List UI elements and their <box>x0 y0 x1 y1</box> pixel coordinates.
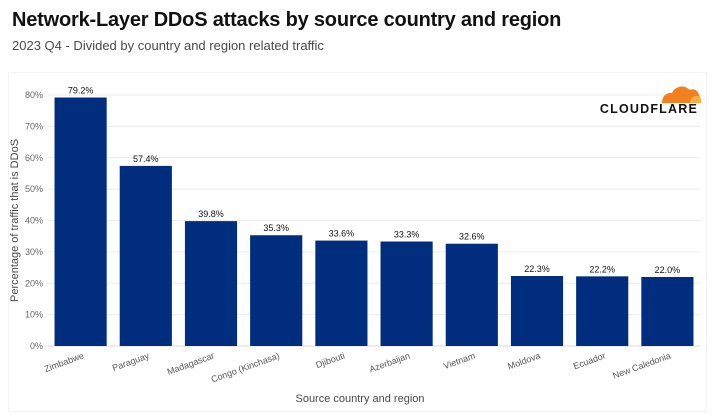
x-tick-label: Azerbaijan <box>368 350 411 374</box>
y-tick-label: 0% <box>30 341 43 351</box>
bar <box>510 276 564 346</box>
data-label: 33.6% <box>329 229 355 239</box>
x-tick-label: Paraguay <box>111 350 151 373</box>
y-tick-label: 40% <box>25 216 43 226</box>
y-tick-label: 10% <box>25 310 43 320</box>
bars <box>54 97 694 346</box>
bar <box>54 97 107 346</box>
y-axis-title: Percentage of traffic that is DDoS <box>9 139 21 302</box>
data-label: 33.3% <box>394 230 420 240</box>
bar <box>119 165 172 346</box>
bar <box>315 240 368 346</box>
bar <box>445 243 498 346</box>
x-tick-label: Moldova <box>506 350 541 371</box>
bar <box>184 221 238 346</box>
x-tick-label: New Caledonia <box>611 350 672 380</box>
y-tick-label: 30% <box>25 247 43 257</box>
data-label: 35.3% <box>263 223 289 233</box>
y-tick-label: 70% <box>25 121 43 131</box>
chart-subtitle: 2023 Q4 - Divided by country and region … <box>12 38 324 53</box>
y-tick-label: 60% <box>25 153 43 163</box>
data-labels: 79.2% 57.4% 39.8% 35.3% 33.6% 33.3% 32.6% 22.3%… <box>68 86 680 275</box>
data-label: 22.3% <box>524 264 550 274</box>
chart-title: Network-Layer DDoS attacks by source cou… <box>12 9 562 31</box>
data-label: 32.6% <box>459 232 485 242</box>
cloud-icon <box>662 86 702 103</box>
y-axis-ticks: 0% 10% 20% 30% 40% 50% 60% 70% 80% <box>25 90 43 351</box>
x-tick-label: Vietnam <box>442 350 476 371</box>
bar <box>576 276 629 346</box>
bar <box>641 276 694 346</box>
x-tick-label: Congo (Kinchasa) <box>210 350 281 384</box>
data-label: 22.2% <box>589 264 615 274</box>
x-tick-label: Ecuador <box>572 350 607 371</box>
bar <box>250 235 303 346</box>
data-label: 22.0% <box>655 265 681 275</box>
brand-wordmark: CLOUDFLARE <box>600 102 698 116</box>
data-label: 79.2% <box>68 86 94 96</box>
data-label: 39.8% <box>198 209 224 219</box>
y-tick-label: 80% <box>25 90 43 100</box>
x-tick-label: Djibouti <box>314 350 346 370</box>
bar <box>380 241 433 346</box>
y-tick-label: 50% <box>25 184 43 194</box>
x-tick-label: Madagascar <box>166 350 216 376</box>
x-axis-title: Source country and region <box>295 393 424 405</box>
cloudflare-logo: CLOUDFLARE <box>600 86 702 116</box>
y-tick-label: 20% <box>25 278 43 288</box>
x-tick-label: Zimbabwe <box>43 350 85 374</box>
data-label: 57.4% <box>133 154 159 164</box>
